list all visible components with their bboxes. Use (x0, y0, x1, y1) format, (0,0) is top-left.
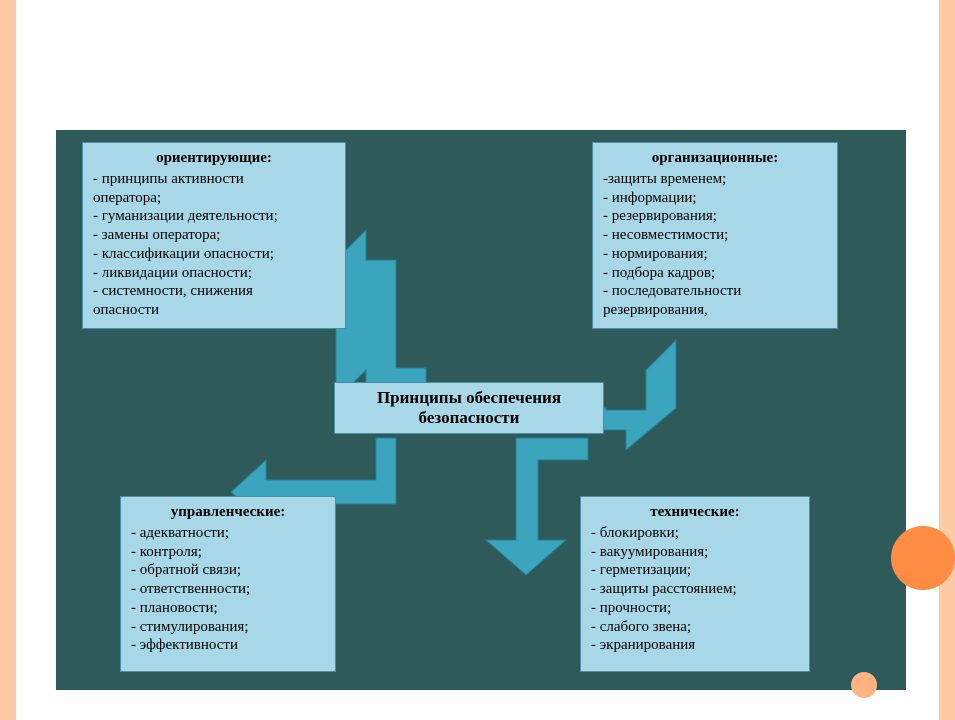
list-item: - подбора кадров; (603, 264, 827, 283)
diagram-panel: Принципы обеспечения безопасности ориент… (56, 130, 906, 690)
box-top-left: ориентирующие: - принципы активности опе… (82, 142, 346, 329)
item-list: - принципы активности оператора;- гумани… (93, 170, 335, 320)
center-text: Принципы обеспечения безопасности (343, 388, 595, 429)
box-title: организационные: (603, 149, 827, 168)
list-item: - обратной связи; (131, 561, 325, 580)
list-item: резервирования, (603, 301, 827, 320)
list-item: -защиты временем; (603, 170, 827, 189)
list-item: - стимулирования; (131, 618, 325, 637)
box-top-right: организационные: -защиты временем;- инфо… (592, 142, 838, 329)
list-item: - ответственности; (131, 580, 325, 599)
box-title: управленческие: (131, 503, 325, 522)
list-item: - нормирования; (603, 245, 827, 264)
decor-circle-big (891, 526, 955, 590)
list-item: - герметизации; (591, 561, 799, 580)
list-item: - замены оператора; (93, 226, 335, 245)
slide-container: Принципы обеспечения безопасности ориент… (0, 0, 955, 720)
box-title: ориентирующие: (93, 149, 335, 168)
list-item: опасности (93, 301, 335, 320)
list-item: - слабого звена; (591, 618, 799, 637)
list-item: - плановости; (131, 599, 325, 618)
center-box: Принципы обеспечения безопасности (334, 382, 604, 434)
list-item: - адекватности; (131, 524, 325, 543)
list-item: - гуманизации деятельности; (93, 207, 335, 226)
list-item: - экранирования (591, 636, 799, 655)
list-item: - несовместимости; (603, 226, 827, 245)
list-item: - ликвидации опасности; (93, 264, 335, 283)
item-list: - адекватности;- контроля;- обратной свя… (131, 524, 325, 655)
list-item: - классификации опасности; (93, 245, 335, 264)
list-item: - информации; (603, 189, 827, 208)
list-item: - блокировки; (591, 524, 799, 543)
list-item: - эффективности (131, 636, 325, 655)
list-item: - вакуумирования; (591, 543, 799, 562)
box-bottom-right: технические: - блокировки;- вакуумирован… (580, 496, 810, 672)
box-title: технические: (591, 503, 799, 522)
list-item: - последовательности (603, 282, 827, 301)
list-item: - контроля; (131, 543, 325, 562)
box-bottom-left: управленческие: - адекватности;- контрол… (120, 496, 336, 672)
list-item: - системности, снижения (93, 282, 335, 301)
list-item: - резервирования; (603, 207, 827, 226)
list-item: оператора; (93, 189, 335, 208)
item-list: - блокировки;- вакуумирования;- герметиз… (591, 524, 799, 655)
list-item: - защиты расстоянием; (591, 580, 799, 599)
list-item: - прочности; (591, 599, 799, 618)
decor-circle-small (851, 672, 877, 698)
item-list: -защиты временем;- информации;- резервир… (603, 170, 827, 320)
list-item: - принципы активности (93, 170, 335, 189)
